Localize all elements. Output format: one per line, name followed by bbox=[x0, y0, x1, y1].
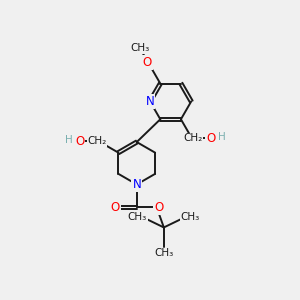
Text: CH₃: CH₃ bbox=[181, 212, 200, 222]
Text: CH₂: CH₂ bbox=[183, 134, 202, 143]
Text: O: O bbox=[154, 201, 163, 214]
Text: CH₂: CH₂ bbox=[87, 136, 107, 146]
Text: O: O bbox=[142, 56, 152, 69]
Text: O: O bbox=[110, 201, 120, 214]
Text: CH₃: CH₃ bbox=[154, 248, 173, 258]
Text: N: N bbox=[146, 95, 154, 108]
Text: O: O bbox=[75, 135, 84, 148]
Text: H: H bbox=[218, 132, 225, 142]
Text: CH₃: CH₃ bbox=[128, 212, 147, 222]
Text: CH₃: CH₃ bbox=[130, 43, 149, 53]
Text: O: O bbox=[206, 132, 215, 145]
Text: N: N bbox=[132, 178, 141, 191]
Text: H: H bbox=[65, 135, 73, 145]
